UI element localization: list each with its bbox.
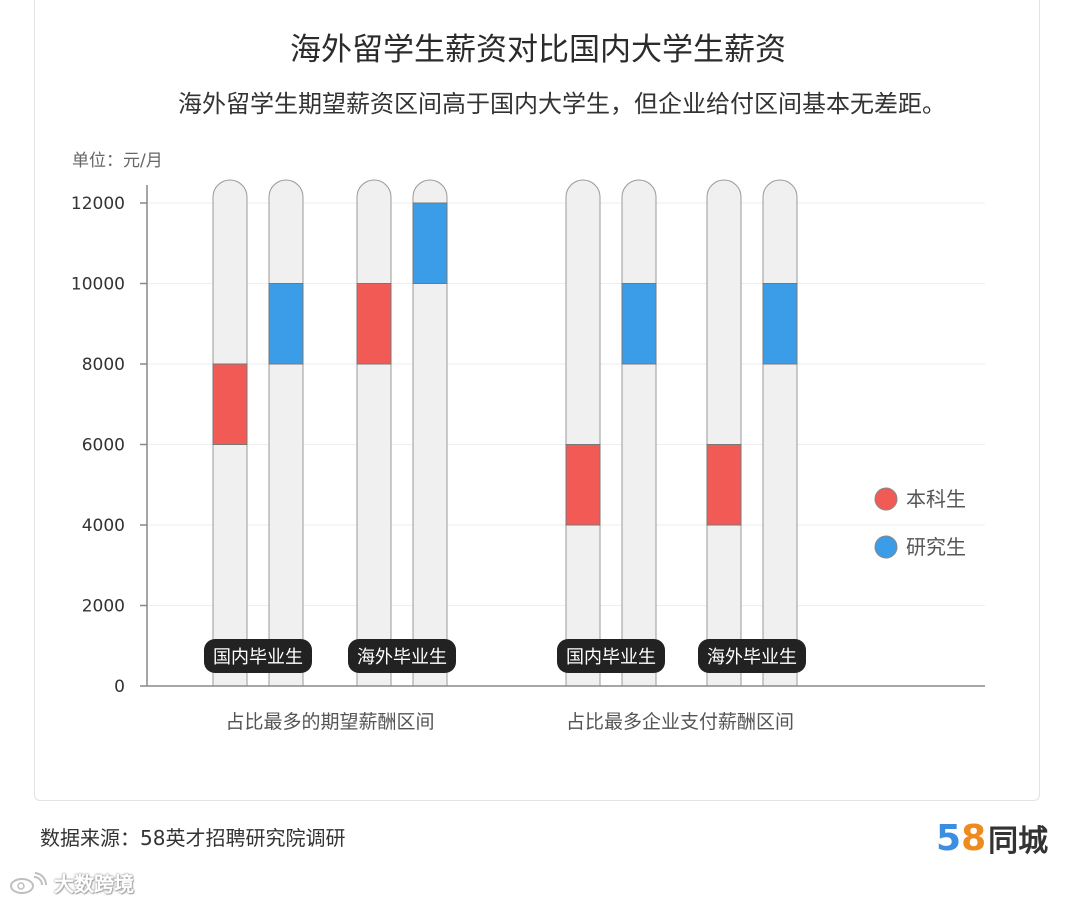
range-bar: [412, 202, 448, 284]
y-tick-label: 8000: [82, 355, 125, 375]
y-tick-label: 4000: [82, 516, 125, 536]
unit-label: 单位：元/月: [72, 151, 163, 171]
watermark-text: 大数跨境: [54, 872, 134, 896]
58-tongcheng-logo: 5 8 同城: [936, 816, 1048, 860]
range-bar: [356, 283, 392, 365]
bar-track: [621, 179, 657, 686]
chart-card: [34, 0, 1040, 801]
chart-subtitle: 海外留学生期望薪资区间高于国内大学生，但企业给付区间基本无差距。: [178, 90, 946, 118]
legend-marker: [874, 487, 898, 511]
data-source: 数据来源：58英才招聘研究院调研: [40, 826, 346, 850]
y-tick-label: 2000: [82, 597, 125, 617]
chart-title: 海外留学生薪资对比国内大学生薪资: [290, 32, 786, 68]
subgroup-label: 海外毕业生: [707, 647, 797, 668]
range-bar: [565, 444, 601, 526]
subgroup-pill: [557, 639, 665, 673]
subgroup-pill: [204, 639, 312, 673]
legend-label: 本科生: [906, 487, 966, 511]
group-label: 占比最多的期望薪酬区间: [225, 711, 434, 733]
subgroup-label: 国内毕业生: [213, 647, 303, 668]
y-tick-label: 6000: [82, 436, 125, 456]
bar-track: [268, 179, 304, 686]
bar-track: [706, 179, 742, 686]
range-bar: [621, 283, 657, 365]
range-bar: [762, 283, 798, 365]
legend-label: 研究生: [906, 535, 966, 559]
axes: 0 2000 4000 6000 8000 10000 12000 占比最多的期望薪酬区间 占比…: [71, 185, 985, 733]
y-tick-label: 10000: [71, 275, 125, 295]
group-label: 占比最多企业支付薪酬区间: [566, 711, 794, 733]
range-bar: [268, 283, 304, 365]
subgroup-label: 海外毕业生: [357, 647, 447, 668]
legend-marker: [874, 535, 898, 559]
bar-track: [356, 179, 392, 686]
subgroup-pill: [348, 639, 456, 673]
weibo-icon: [10, 871, 48, 894]
subgroup-pill: [698, 639, 806, 673]
logo-text: 同城: [988, 824, 1049, 859]
range-bar: [706, 444, 742, 526]
bar-track: [565, 179, 601, 686]
bars: 国内毕业生 海外毕业生 国内毕业生 海外毕业生: [204, 179, 806, 686]
salary-chart: 海外留学生薪资对比国内大学生薪资 海外留学生期望薪资区间高于国内大学生，但企业给…: [71, 32, 985, 733]
logo-digit-8: 8: [961, 817, 987, 859]
y-tick-label: 12000: [71, 194, 125, 214]
subgroup-label: 国内毕业生: [566, 647, 656, 668]
bar-track: [762, 179, 798, 686]
bar-track: [412, 179, 448, 686]
watermark: 大数跨境: [8, 868, 134, 897]
y-tick-label: 0: [114, 677, 125, 697]
range-bar: [212, 363, 248, 445]
logo-digit-5: 5: [936, 817, 962, 859]
